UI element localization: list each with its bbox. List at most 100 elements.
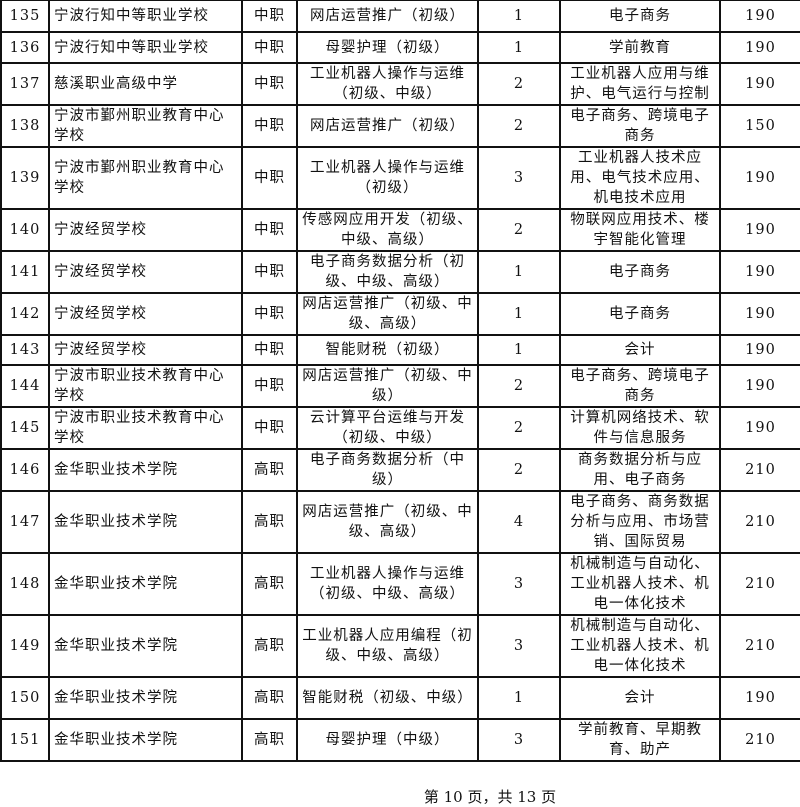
school-level: 高职 [241, 552, 298, 616]
data-table: 135 宁波行知中等职业学校 中职 网店运营推广（初级） 1 电子商务 190 136 宁波行知… [0, 0, 800, 762]
certificate-name: 智能财税（初级） [296, 334, 479, 366]
fee: 190 [719, 364, 800, 408]
certificate-count: 1 [477, 31, 561, 64]
certificate-count: 3 [477, 552, 561, 616]
fee: 210 [719, 614, 800, 678]
table-row: 146 金华职业技术学院 高职 电子商务数据分析（中级） 2 商务数据分析与应用、电子商务… [0, 448, 800, 492]
school-name: 慈溪职业高级中学 [48, 62, 243, 106]
table-row: 140 宁波经贸学校 中职 传感网应用开发（初级、中级、高级） 2 物联网应用技术、楼宇智… [0, 208, 800, 252]
row-number: 138 [0, 104, 50, 148]
school-name: 宁波经贸学校 [48, 250, 243, 294]
related-major: 工业机器人应用与维护、电气运行与控制 [559, 62, 721, 106]
school-name: 宁波经贸学校 [48, 292, 243, 336]
row-number: 151 [0, 718, 50, 762]
certificate-count: 2 [477, 364, 561, 408]
certificate-count: 3 [477, 614, 561, 678]
row-number: 141 [0, 250, 50, 294]
school-name: 金华职业技术学院 [48, 676, 243, 720]
certificate-count: 1 [477, 676, 561, 720]
certificate-name: 网店运营推广（初级） [296, 0, 479, 33]
related-major: 电子商务 [559, 0, 721, 33]
fee: 190 [719, 676, 800, 720]
fee: 190 [719, 334, 800, 366]
fee: 190 [719, 62, 800, 106]
fee: 190 [719, 0, 800, 33]
school-name: 金华职业技术学院 [48, 448, 243, 492]
page-number: 第 10 页，共 13 页 [423, 788, 557, 806]
school-level: 中职 [241, 406, 298, 450]
school-level: 高职 [241, 448, 298, 492]
fee: 190 [719, 31, 800, 64]
school-level: 中职 [241, 146, 298, 210]
certificate-count: 1 [477, 334, 561, 366]
table-row: 144 宁波市职业技术教育中心学校 中职 网店运营推广（初级、中级） 2 电子商务、跨境电… [0, 364, 800, 408]
school-level: 中职 [241, 208, 298, 252]
row-number: 140 [0, 208, 50, 252]
table-row: 141 宁波经贸学校 中职 电子商务数据分析（初级、中级、高级） 1 电子商务 190 [0, 250, 800, 294]
row-number: 135 [0, 0, 50, 33]
certificate-name: 工业机器人操作与运维（初级） [296, 146, 479, 210]
table-row: 149 金华职业技术学院 高职 工业机器人应用编程（初级、中级、高级） 3 机械制造与自动… [0, 614, 800, 678]
row-number: 150 [0, 676, 50, 720]
row-number: 144 [0, 364, 50, 408]
related-major: 电子商务 [559, 250, 721, 294]
row-number: 147 [0, 490, 50, 554]
school-name: 宁波经贸学校 [48, 208, 243, 252]
certificate-count: 2 [477, 406, 561, 450]
certificate-name: 智能财税（初级、中级） [296, 676, 479, 720]
certificate-name: 网店运营推广（初级、中级、高级） [296, 292, 479, 336]
table-row: 145 宁波市职业技术教育中心学校 中职 云计算平台运维与开发（初级、中级） 2 计算机网… [0, 406, 800, 450]
row-number: 145 [0, 406, 50, 450]
certificate-count: 3 [477, 146, 561, 210]
school-level: 中职 [241, 62, 298, 106]
certificate-name: 工业机器人操作与运维（初级、中级、高级） [296, 552, 479, 616]
table-row: 142 宁波经贸学校 中职 网店运营推广（初级、中级、高级） 1 电子商务 190 [0, 292, 800, 336]
fee: 210 [719, 490, 800, 554]
related-major: 电子商务、跨境电子商务 [559, 104, 721, 148]
certificate-name: 传感网应用开发（初级、中级、高级） [296, 208, 479, 252]
fee: 210 [719, 718, 800, 762]
related-major: 会计 [559, 334, 721, 366]
row-number: 149 [0, 614, 50, 678]
school-name: 宁波行知中等职业学校 [48, 31, 243, 64]
certificate-name: 网店运营推广（初级） [296, 104, 479, 148]
school-name: 金华职业技术学院 [48, 490, 243, 554]
school-level: 中职 [241, 0, 298, 33]
related-major: 物联网应用技术、楼宇智能化管理 [559, 208, 721, 252]
certificate-name: 云计算平台运维与开发（初级、中级） [296, 406, 479, 450]
school-name: 宁波行知中等职业学校 [48, 0, 243, 33]
table-row: 151 金华职业技术学院 高职 母婴护理（中级） 3 学前教育、早期教育、助产 210 [0, 718, 800, 762]
table-row: 137 慈溪职业高级中学 中职 工业机器人操作与运维（初级、中级） 2 工业机器人应用与维… [0, 62, 800, 106]
school-name: 金华职业技术学院 [48, 552, 243, 616]
table-row: 139 宁波市鄞州职业教育中心学校 中职 工业机器人操作与运维（初级） 3 工业机器人技术… [0, 146, 800, 210]
school-level: 中职 [241, 31, 298, 64]
row-number: 142 [0, 292, 50, 336]
related-major: 学前教育 [559, 31, 721, 64]
related-major: 机械制造与自动化、工业机器人技术、机电一体化技术 [559, 614, 721, 678]
school-name: 金华职业技术学院 [48, 718, 243, 762]
certificate-name: 电子商务数据分析（初级、中级、高级） [296, 250, 479, 294]
table-row: 150 金华职业技术学院 高职 智能财税（初级、中级） 1 会计 190 [0, 676, 800, 720]
related-major: 学前教育、早期教育、助产 [559, 718, 721, 762]
table-row: 148 金华职业技术学院 高职 工业机器人操作与运维（初级、中级、高级） 3 机械制造与自… [0, 552, 800, 616]
related-major: 计算机网络技术、软件与信息服务 [559, 406, 721, 450]
fee: 190 [719, 406, 800, 450]
related-major: 机械制造与自动化、工业机器人技术、机电一体化技术 [559, 552, 721, 616]
fee: 210 [719, 552, 800, 616]
school-name: 宁波市鄞州职业教育中心学校 [48, 104, 243, 148]
related-major: 电子商务、跨境电子商务 [559, 364, 721, 408]
row-number: 143 [0, 334, 50, 366]
certificate-name: 工业机器人应用编程（初级、中级、高级） [296, 614, 479, 678]
row-number: 136 [0, 31, 50, 64]
certificate-count: 2 [477, 104, 561, 148]
school-level: 中职 [241, 104, 298, 148]
certificate-name: 母婴护理（中级） [296, 718, 479, 762]
school-level: 中职 [241, 334, 298, 366]
certificate-count: 4 [477, 490, 561, 554]
certificate-name: 工业机器人操作与运维（初级、中级） [296, 62, 479, 106]
school-level: 高职 [241, 676, 298, 720]
related-major: 商务数据分析与应用、电子商务 [559, 448, 721, 492]
table-row: 136 宁波行知中等职业学校 中职 母婴护理（初级） 1 学前教育 190 [0, 31, 800, 64]
table-row: 143 宁波经贸学校 中职 智能财税（初级） 1 会计 190 [0, 334, 800, 366]
fee: 150 [719, 104, 800, 148]
